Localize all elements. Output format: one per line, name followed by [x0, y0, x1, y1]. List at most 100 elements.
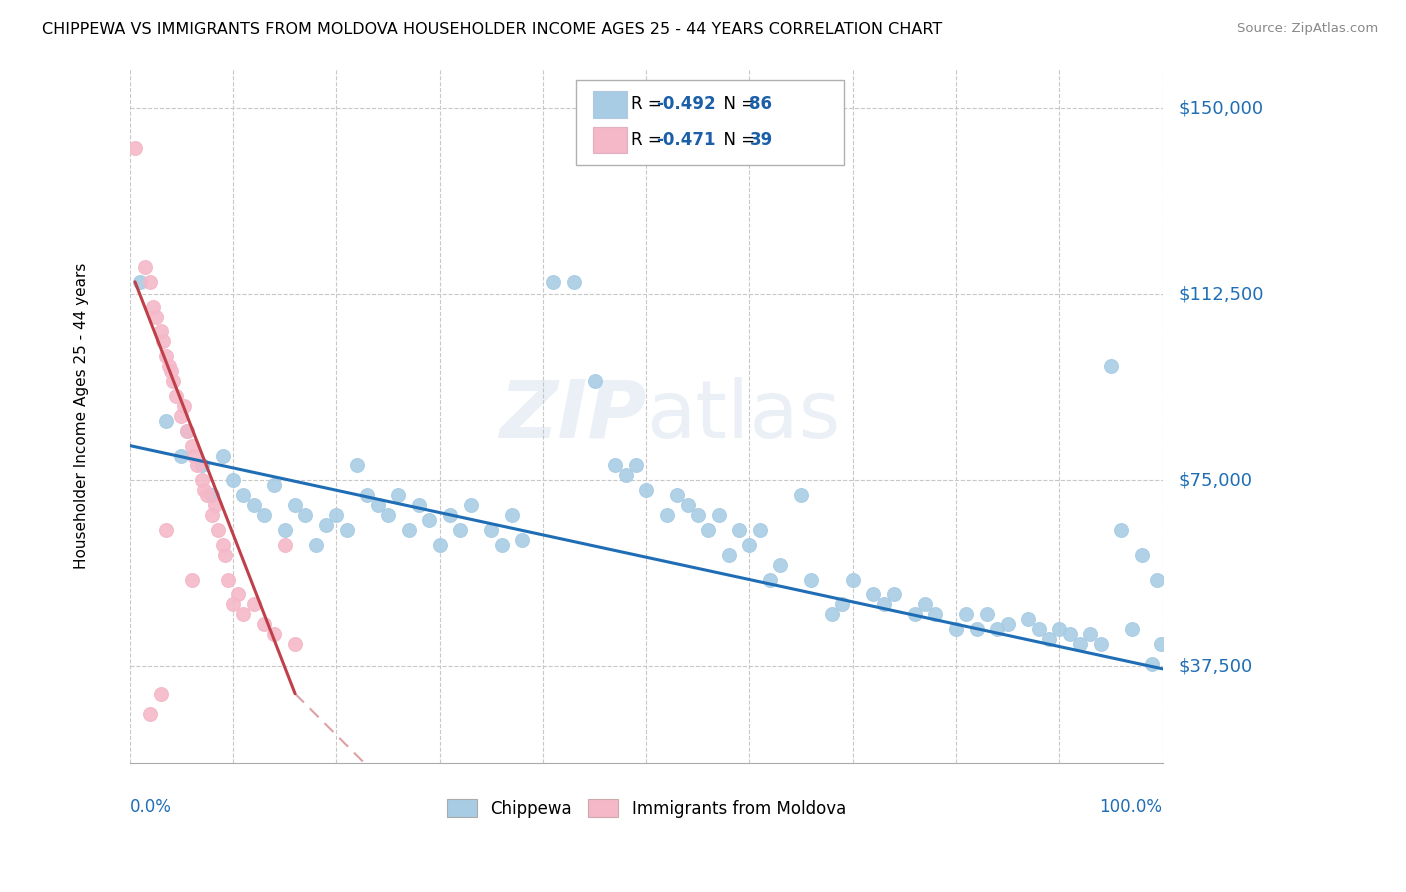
Point: [232, 607, 254, 622]
Point: [242, 498, 264, 512]
Point: [242, 598, 264, 612]
Point: [676, 498, 699, 512]
Point: [439, 508, 461, 522]
Point: [1038, 632, 1060, 646]
Point: [1090, 637, 1112, 651]
Point: [1130, 548, 1153, 562]
Point: [1059, 627, 1081, 641]
Point: [997, 617, 1019, 632]
Point: [336, 523, 359, 537]
Point: [1099, 359, 1122, 374]
Point: [367, 498, 389, 512]
Point: [124, 141, 146, 155]
Point: [1047, 622, 1070, 636]
Point: [821, 607, 844, 622]
Point: [707, 508, 730, 522]
Point: [449, 523, 471, 537]
Point: [180, 439, 202, 453]
Point: [186, 458, 208, 473]
Point: [139, 275, 162, 289]
Point: [222, 598, 245, 612]
Point: [305, 538, 328, 552]
Point: [284, 498, 307, 512]
Point: [139, 706, 162, 721]
Point: [1111, 523, 1133, 537]
Point: [728, 523, 751, 537]
Point: [253, 617, 276, 632]
Text: 39: 39: [749, 131, 773, 149]
Point: [769, 558, 792, 572]
Point: [155, 523, 177, 537]
Text: -0.471: -0.471: [657, 131, 716, 149]
Point: [748, 523, 770, 537]
Point: [129, 275, 152, 289]
Text: N =: N =: [713, 131, 761, 149]
Point: [543, 275, 565, 289]
Point: [346, 458, 368, 473]
Text: $37,500: $37,500: [1178, 657, 1253, 675]
Legend: Chippewa, Immigrants from Moldova: Chippewa, Immigrants from Moldova: [440, 793, 852, 824]
Point: [1149, 637, 1171, 651]
Point: [274, 523, 297, 537]
Point: [914, 598, 936, 612]
Point: [325, 508, 347, 522]
Point: [686, 508, 709, 522]
Point: [1078, 627, 1101, 641]
Point: [986, 622, 1008, 636]
Point: [284, 637, 307, 651]
Text: R =: R =: [631, 131, 668, 149]
Point: [904, 607, 927, 622]
Point: [408, 498, 430, 512]
Point: [274, 538, 297, 552]
Point: [924, 607, 946, 622]
Point: [207, 523, 229, 537]
Point: [966, 622, 988, 636]
Point: [155, 414, 177, 428]
Point: [176, 424, 198, 438]
Point: [418, 513, 440, 527]
Point: [217, 573, 239, 587]
Point: [831, 598, 853, 612]
Point: [226, 587, 249, 601]
Point: [655, 508, 678, 522]
Point: [176, 424, 198, 438]
Point: [479, 523, 502, 537]
Point: [945, 622, 967, 636]
Point: [666, 488, 689, 502]
Point: [294, 508, 316, 522]
Point: [1069, 637, 1091, 651]
Point: [193, 483, 215, 498]
Point: [1142, 657, 1164, 671]
Point: [263, 478, 285, 492]
Point: [842, 573, 865, 587]
Point: [738, 538, 761, 552]
Point: [180, 573, 202, 587]
Point: [759, 573, 782, 587]
Point: [583, 374, 606, 388]
Point: [195, 488, 218, 502]
Text: 86: 86: [749, 95, 772, 113]
Text: atlas: atlas: [647, 376, 841, 455]
Point: [873, 598, 896, 612]
Point: [211, 538, 233, 552]
Text: -0.492: -0.492: [657, 95, 716, 113]
Point: [976, 607, 998, 622]
Point: [315, 518, 337, 533]
Point: [510, 533, 533, 547]
Point: [170, 409, 193, 423]
Text: ZIP: ZIP: [499, 376, 647, 455]
Point: [377, 508, 399, 522]
Point: [501, 508, 523, 522]
Point: [204, 498, 226, 512]
Point: [149, 687, 172, 701]
Point: [614, 468, 637, 483]
Point: [152, 334, 174, 349]
Text: $75,000: $75,000: [1178, 471, 1253, 490]
Text: N =: N =: [713, 95, 761, 113]
Text: Householder Income Ages 25 - 44 years: Householder Income Ages 25 - 44 years: [73, 262, 89, 569]
Point: [356, 488, 378, 502]
Point: [162, 374, 184, 388]
Point: [697, 523, 720, 537]
Point: [170, 449, 193, 463]
Text: $112,500: $112,500: [1178, 285, 1264, 303]
